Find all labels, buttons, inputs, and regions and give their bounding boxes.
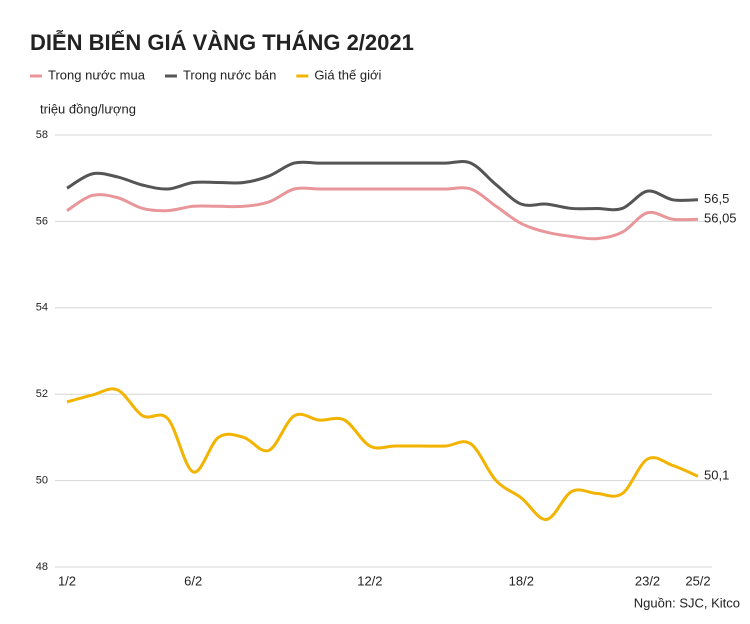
chart-title: DIỄN BIẾN GIÁ VÀNG THÁNG 2/2021 — [30, 29, 414, 55]
y-tick-label: 50 — [36, 475, 48, 487]
x-tick-label: 25/2 — [685, 573, 710, 588]
source: Nguồn: SJC, Kitco — [634, 595, 740, 610]
y-tick-label: 54 — [36, 302, 48, 314]
data-label: 56,5 — [704, 191, 729, 206]
x-tick-label: 18/2 — [509, 573, 534, 588]
x-tick-label: 23/2 — [635, 573, 660, 588]
x-tick-label: 1/2 — [58, 573, 76, 588]
y-tick-label: 58 — [36, 129, 48, 141]
y-tick-label: 56 — [36, 215, 48, 227]
x-tick-label: 12/2 — [357, 573, 382, 588]
y-tick-label: 48 — [36, 561, 48, 573]
y-tick-label: 52 — [36, 388, 48, 400]
legend-label: Trong nước bán — [183, 67, 276, 82]
series-line — [66, 186, 699, 241]
series-line — [66, 387, 699, 521]
x-tick-label: 6/2 — [184, 573, 202, 588]
y-axis-unit: triệu đồng/lượng — [40, 101, 136, 116]
legend-label: Trong nước mua — [48, 67, 146, 82]
legend-label: Giá thế giới — [314, 67, 381, 82]
data-label: 56,05 — [704, 211, 737, 226]
series-line — [66, 159, 699, 212]
data-label: 50,1 — [704, 468, 729, 483]
